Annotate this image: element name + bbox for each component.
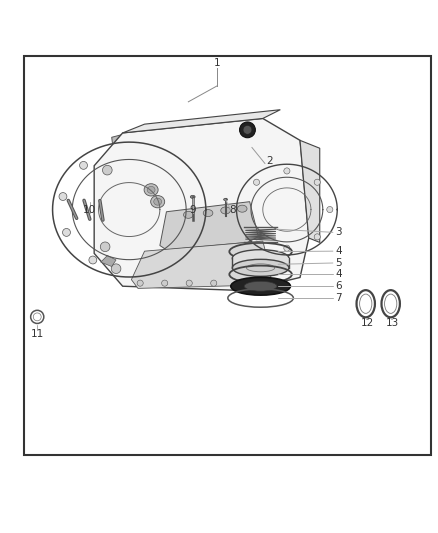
Text: 7: 7: [335, 293, 342, 303]
Ellipse shape: [221, 207, 230, 214]
Ellipse shape: [154, 198, 162, 205]
Ellipse shape: [231, 277, 290, 295]
Text: 13: 13: [385, 318, 399, 328]
Ellipse shape: [232, 249, 289, 266]
Circle shape: [167, 253, 175, 261]
Ellipse shape: [223, 198, 228, 200]
Ellipse shape: [123, 209, 149, 231]
Circle shape: [314, 179, 320, 185]
Circle shape: [120, 200, 139, 219]
Text: 6: 6: [335, 281, 342, 291]
Circle shape: [59, 192, 67, 200]
Circle shape: [284, 168, 290, 174]
Circle shape: [111, 264, 121, 273]
Ellipse shape: [129, 215, 142, 226]
Polygon shape: [101, 255, 116, 266]
Ellipse shape: [237, 205, 247, 212]
Text: 8: 8: [229, 205, 236, 215]
Ellipse shape: [147, 187, 155, 193]
Circle shape: [137, 280, 143, 286]
Circle shape: [63, 229, 71, 236]
Polygon shape: [123, 110, 280, 133]
Ellipse shape: [203, 209, 213, 216]
Circle shape: [254, 234, 260, 240]
Text: 3: 3: [335, 228, 342, 237]
Circle shape: [102, 165, 112, 175]
Text: 12: 12: [361, 318, 374, 328]
Circle shape: [190, 223, 198, 231]
Circle shape: [80, 161, 88, 169]
Circle shape: [117, 147, 125, 154]
Text: 5: 5: [335, 258, 342, 268]
Circle shape: [162, 280, 168, 286]
Circle shape: [241, 206, 247, 213]
Circle shape: [211, 280, 217, 286]
Circle shape: [89, 256, 97, 264]
Ellipse shape: [190, 195, 195, 198]
Circle shape: [157, 153, 165, 161]
Circle shape: [243, 125, 252, 134]
Text: 4: 4: [335, 269, 342, 279]
Circle shape: [327, 206, 333, 213]
Ellipse shape: [151, 196, 165, 208]
Text: 2: 2: [266, 156, 273, 166]
Text: 11: 11: [31, 329, 44, 340]
Circle shape: [254, 179, 260, 185]
Circle shape: [314, 234, 320, 240]
Circle shape: [260, 253, 270, 263]
Text: 1: 1: [213, 58, 220, 68]
Circle shape: [124, 204, 134, 215]
Circle shape: [100, 242, 110, 252]
Ellipse shape: [232, 260, 289, 276]
Circle shape: [186, 179, 194, 187]
Polygon shape: [300, 140, 320, 243]
Ellipse shape: [99, 187, 124, 206]
Polygon shape: [112, 132, 140, 147]
Ellipse shape: [144, 184, 158, 196]
Text: 10: 10: [83, 205, 96, 215]
Circle shape: [260, 280, 266, 286]
Circle shape: [284, 245, 290, 251]
Polygon shape: [160, 201, 258, 250]
Ellipse shape: [244, 281, 277, 291]
Text: 9: 9: [189, 205, 196, 215]
Circle shape: [186, 280, 192, 286]
Circle shape: [235, 280, 241, 286]
Circle shape: [128, 265, 136, 273]
Text: 4: 4: [335, 246, 342, 256]
Ellipse shape: [106, 191, 118, 201]
Polygon shape: [94, 118, 309, 290]
Ellipse shape: [184, 211, 193, 219]
Circle shape: [240, 122, 255, 138]
Polygon shape: [131, 241, 272, 288]
Bar: [232, 258, 289, 268]
